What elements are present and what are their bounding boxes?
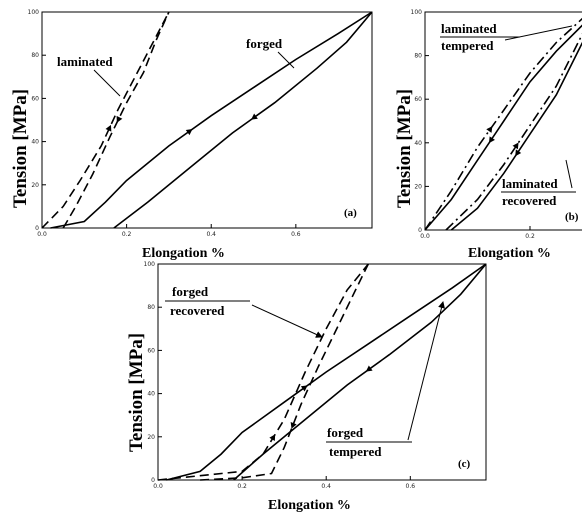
panel-a-xtick-label-2: 0.4 bbox=[206, 231, 216, 238]
panel-c-bottom-leader bbox=[407, 301, 445, 441]
panel-b-direction-arrow-1 bbox=[488, 136, 495, 144]
panel-a-ann-laminated: laminated bbox=[57, 54, 113, 69]
panel-a-series-1 bbox=[62, 11, 170, 229]
panel-b-series-0 bbox=[424, 17, 582, 231]
panel-a-xtick-label-0: 0.0 bbox=[37, 231, 47, 238]
panel-b-ytick-label-4: 80 bbox=[414, 53, 422, 60]
panel-c-xtick-label-3: 0.6 bbox=[406, 483, 416, 490]
panel-b: 0 20 40 60 80 100 0.0 0.2 Tension [MPa] Elongat… bbox=[394, 9, 582, 261]
panel-c-series-0 bbox=[157, 263, 369, 481]
panel-c-direction-arrow-1 bbox=[290, 422, 297, 429]
panel-c-ytick-label-0: 0 bbox=[151, 477, 155, 484]
panel-b-top-leader bbox=[504, 25, 573, 41]
panel-a-ytick-label-4: 80 bbox=[31, 52, 39, 59]
panel-b-ann-laminated-top: laminated bbox=[441, 21, 497, 36]
panel-b-xtick-label-1: 0.2 bbox=[525, 233, 535, 240]
panel-c-series bbox=[157, 263, 487, 481]
panel-a-series bbox=[41, 11, 373, 229]
panel-c-direction-arrow-3 bbox=[365, 365, 373, 372]
panel-a-frame bbox=[41, 11, 373, 229]
panel-a-ytick-label-2: 40 bbox=[31, 139, 39, 146]
panel-a-direction-arrow-0 bbox=[105, 124, 112, 132]
panel-a-series-0 bbox=[41, 11, 170, 229]
panel-a-laminated-leader bbox=[93, 69, 121, 97]
panel-c-ann-forged-bottom: forged bbox=[327, 425, 364, 440]
panel-b-series bbox=[424, 17, 582, 231]
panel-c-top-leader bbox=[251, 304, 323, 338]
panel-a-ann-forged: forged bbox=[246, 36, 283, 51]
panel-c-ann-forged-top: forged bbox=[172, 284, 209, 299]
panel-b-ytick-label-2: 40 bbox=[414, 140, 422, 147]
panel-b-xlabel: Elongation % bbox=[468, 246, 551, 261]
panel-a-ticks: 0 20 40 60 80 100 0.0 0.2 0.4 0.6 bbox=[28, 9, 301, 238]
panel-a-forged-leader bbox=[277, 51, 295, 69]
panel-b-ann-laminated-bottom: laminated bbox=[502, 176, 558, 191]
panel-b-direction-arrow-2 bbox=[512, 142, 519, 150]
panel-a-xtick-label-3: 0.6 bbox=[291, 231, 301, 238]
panel-b-ytick-label-1: 20 bbox=[414, 183, 422, 190]
panel-c: 0 20 40 60 80 100 0.0 0.2 0.4 0.6 Tension [MPa] E… bbox=[126, 261, 487, 513]
panel-c-ytick-label-1: 20 bbox=[147, 434, 155, 441]
panel-b-ytick-label-3: 60 bbox=[414, 96, 422, 103]
panel-a-label: (a) bbox=[344, 207, 357, 219]
panel-a-ylabel: Tension [MPa] bbox=[10, 89, 31, 208]
panel-c-ytick-label-5: 100 bbox=[144, 261, 156, 268]
panel-a-direction-arrow-3 bbox=[251, 113, 258, 120]
panel-c-ylabel: Tension [MPa] bbox=[126, 333, 147, 452]
panel-b-ytick-label-0: 0 bbox=[418, 227, 422, 234]
panel-a-ytick-label-5: 100 bbox=[28, 9, 40, 16]
panel-a-direction-arrow-1 bbox=[116, 115, 123, 123]
panel-b-series-1 bbox=[424, 24, 582, 231]
panel-b-frame bbox=[424, 11, 582, 231]
panel-c-direction-arrow-2 bbox=[300, 385, 308, 392]
panel-c-ann-recovered: recovered bbox=[170, 303, 225, 318]
panel-a-ytick-label-3: 60 bbox=[31, 95, 39, 102]
panel-b-ytick-label-5: 100 bbox=[411, 9, 423, 16]
panel-c-ytick-label-3: 60 bbox=[147, 347, 155, 354]
panel-b-ann-recovered: recovered bbox=[502, 193, 557, 208]
panel-b-direction-arrow-3 bbox=[515, 149, 522, 157]
panel-b-label: (b) bbox=[565, 211, 579, 223]
panel-b-ylabel: Tension [MPa] bbox=[394, 89, 415, 208]
panel-c-ytick-label-2: 40 bbox=[147, 391, 155, 398]
panel-a-ytick-label-1: 20 bbox=[31, 182, 39, 189]
panel-c-xtick-label-2: 0.4 bbox=[321, 483, 331, 490]
panel-a-ytick-label-0: 0 bbox=[35, 225, 39, 232]
panel-b-ann-tempered: tempered bbox=[441, 38, 494, 53]
panel-c-label: (c) bbox=[458, 458, 471, 470]
panel-a-xlabel: Elongation % bbox=[142, 246, 225, 261]
panel-c-direction-arrow-0 bbox=[269, 434, 276, 442]
panel-c-xtick-label-1: 0.2 bbox=[237, 483, 247, 490]
panel-c-frame bbox=[157, 263, 487, 481]
panel-a-series-2 bbox=[50, 11, 373, 229]
panel-b-xtick-label-0: 0.0 bbox=[420, 233, 430, 240]
panel-c-series-1 bbox=[200, 263, 370, 481]
panel-a-direction-arrow-2 bbox=[185, 129, 193, 136]
panel-c-xlabel: Elongation % bbox=[268, 498, 351, 513]
panel-b-bottom-leader bbox=[565, 159, 573, 189]
panel-c-series-2 bbox=[166, 263, 487, 481]
panel-c-ytick-label-4: 80 bbox=[147, 304, 155, 311]
panel-c-ann-tempered: tempered bbox=[329, 444, 382, 459]
panel-a-xtick-label-1: 0.2 bbox=[122, 231, 132, 238]
panel-b-direction-arrow-0 bbox=[486, 126, 493, 133]
panel-c-xtick-label-0: 0.0 bbox=[153, 483, 163, 490]
panel-a: 0 20 40 60 80 100 0.0 0.2 0.4 0.6 Tension [MPa] E… bbox=[10, 9, 373, 261]
